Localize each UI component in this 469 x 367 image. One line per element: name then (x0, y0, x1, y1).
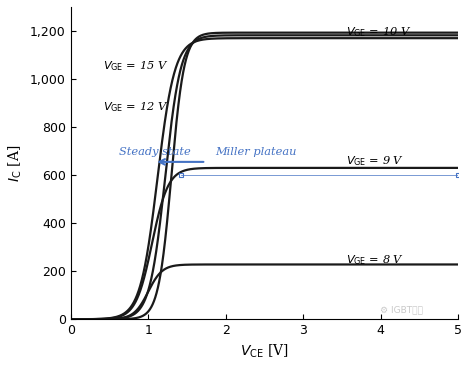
Text: ⚙ IGBT应用: ⚙ IGBT应用 (380, 305, 423, 315)
Text: $V_{\mathrm{GE}}$ = 12 V: $V_{\mathrm{GE}}$ = 12 V (103, 100, 168, 113)
Text: $V_{\mathrm{GE}}$ = 15 V: $V_{\mathrm{GE}}$ = 15 V (103, 59, 168, 73)
Text: $V_{\mathrm{GE}}$ = 9 V: $V_{\mathrm{GE}}$ = 9 V (346, 154, 404, 168)
Text: $V_{\mathrm{GE}}$ = 10 V: $V_{\mathrm{GE}}$ = 10 V (346, 25, 411, 39)
X-axis label: $V_{\rm CE}$ [V]: $V_{\rm CE}$ [V] (240, 343, 289, 360)
Text: Miller plateau: Miller plateau (216, 147, 297, 157)
Text: Steady state: Steady state (119, 147, 190, 157)
Text: $V_{\mathrm{GE}}$ = 8 V: $V_{\mathrm{GE}}$ = 8 V (346, 253, 404, 266)
Y-axis label: $I_{\rm C}$ [A]: $I_{\rm C}$ [A] (7, 145, 24, 182)
